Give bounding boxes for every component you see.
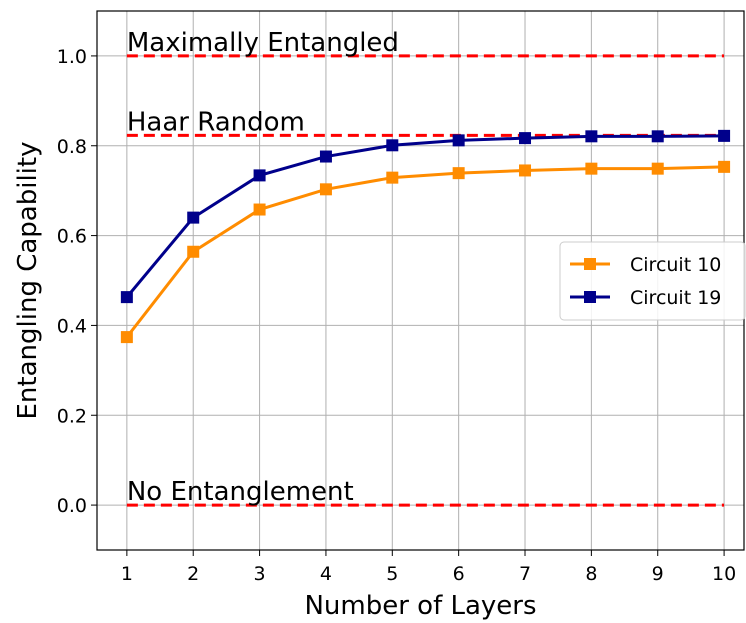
data-point bbox=[651, 130, 664, 143]
x-tick-label: 10 bbox=[712, 563, 736, 585]
reference-line-label: No Entanglement bbox=[127, 477, 354, 507]
x-tick-label: 2 bbox=[187, 563, 199, 585]
x-tick-label: 6 bbox=[453, 563, 465, 585]
legend-item: Circuit 10 bbox=[570, 254, 721, 276]
data-point bbox=[187, 245, 200, 258]
data-point bbox=[718, 129, 731, 142]
x-tick-label: 8 bbox=[585, 563, 597, 585]
reference-line-label: Maximally Entangled bbox=[127, 28, 399, 58]
x-axis-label: Number of Layers bbox=[304, 591, 536, 621]
x-tick-label: 9 bbox=[652, 563, 664, 585]
axis-ticks: 1 2 3 4 5 6 7 8 9 10 0.0 0.2 0.4 0.6 0.8 1.0 bbox=[57, 46, 736, 585]
data-point bbox=[319, 183, 332, 196]
reference-line-label: Haar Random bbox=[127, 107, 305, 137]
data-point bbox=[651, 162, 664, 175]
legend: Circuit 10 Circuit 19 bbox=[559, 241, 746, 321]
data-point bbox=[386, 139, 399, 152]
data-point bbox=[585, 130, 598, 143]
data-point bbox=[319, 150, 332, 163]
data-point bbox=[386, 171, 399, 184]
data-point bbox=[519, 164, 532, 177]
data-point bbox=[253, 203, 266, 216]
data-point bbox=[519, 132, 532, 145]
series-line bbox=[125, 134, 725, 299]
y-tick-label: 0.2 bbox=[57, 405, 87, 427]
y-tick-label: 0.8 bbox=[57, 136, 87, 158]
series-circuit-10 bbox=[120, 160, 731, 344]
x-tick-label: 7 bbox=[519, 563, 531, 585]
x-tick-label: 4 bbox=[320, 563, 332, 585]
y-tick-label: 1.0 bbox=[57, 46, 87, 68]
y-tick-label: 0.6 bbox=[57, 226, 87, 248]
data-point bbox=[120, 331, 133, 344]
data-point bbox=[585, 162, 598, 175]
legend-label: Circuit 19 bbox=[630, 287, 721, 309]
legend-item: Circuit 19 bbox=[570, 287, 721, 309]
legend-swatch-marker bbox=[584, 291, 596, 303]
x-tick-label: 3 bbox=[254, 563, 266, 585]
x-tick-label: 5 bbox=[386, 563, 398, 585]
series-line bbox=[125, 165, 725, 339]
data-point bbox=[452, 167, 465, 180]
x-tick-label: 1 bbox=[121, 563, 133, 585]
legend-box bbox=[559, 241, 746, 321]
data-point bbox=[120, 291, 133, 304]
y-tick-label: 0.4 bbox=[57, 315, 87, 337]
y-axis-label: Entangling Capability bbox=[13, 142, 43, 420]
legend-label: Circuit 10 bbox=[630, 254, 721, 276]
data-point bbox=[452, 134, 465, 147]
data-point bbox=[718, 160, 731, 173]
data-point bbox=[253, 169, 266, 182]
series-circuit-19 bbox=[120, 129, 731, 304]
series bbox=[120, 129, 731, 344]
legend-swatch-marker bbox=[584, 258, 596, 270]
y-tick-label: 0.0 bbox=[57, 495, 87, 517]
data-point bbox=[187, 211, 200, 224]
